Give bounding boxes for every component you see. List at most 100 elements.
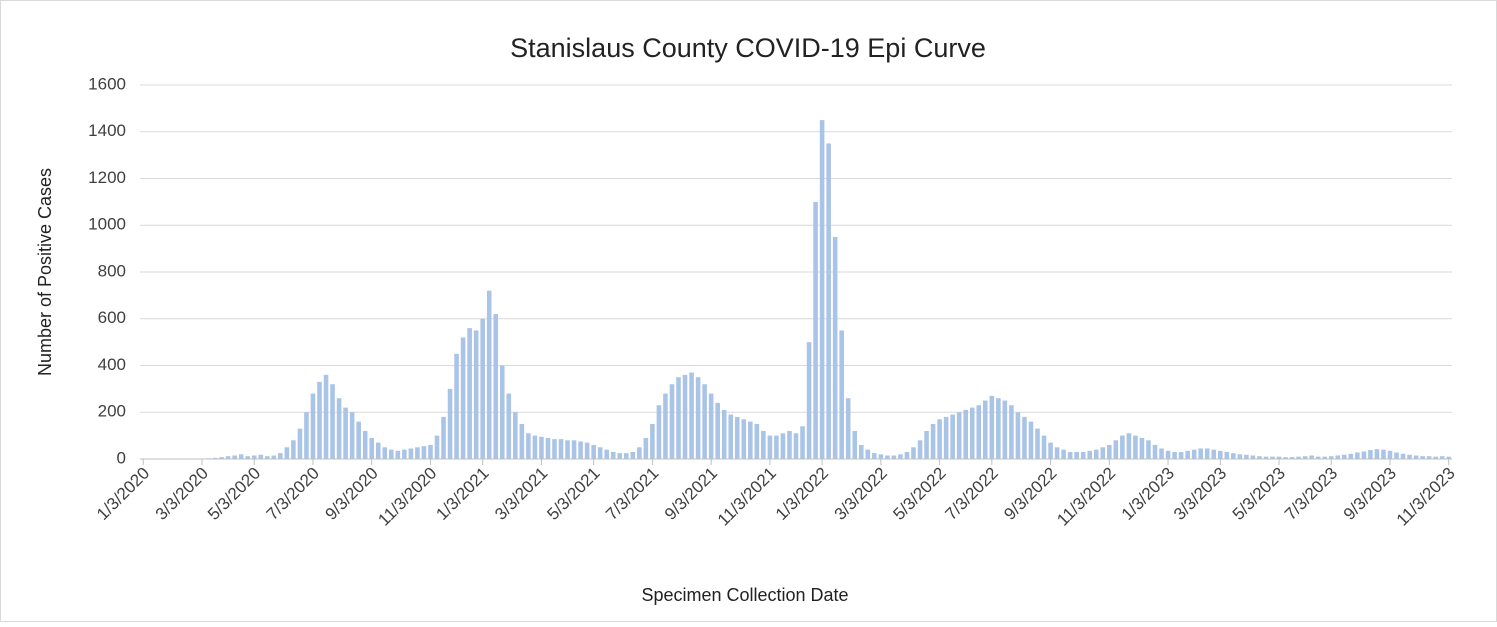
bar — [402, 450, 407, 459]
bar — [232, 455, 237, 459]
bar — [872, 453, 877, 459]
bar — [311, 394, 316, 459]
y-tick-label: 600 — [98, 308, 126, 327]
bar — [330, 384, 335, 459]
bar — [1381, 450, 1386, 459]
bar — [826, 143, 831, 459]
bar — [507, 394, 512, 459]
bar — [1172, 452, 1177, 459]
bar — [650, 424, 655, 459]
bar — [748, 422, 753, 459]
bar — [1414, 455, 1419, 459]
bar — [1087, 451, 1092, 459]
bar — [585, 443, 590, 459]
chart-title: Stanislaus County COVID-19 Epi Curve — [510, 33, 986, 63]
bar — [1153, 445, 1158, 459]
y-tick-label: 1400 — [88, 121, 126, 140]
bar — [363, 431, 368, 459]
bar — [1035, 429, 1040, 459]
bar — [480, 319, 485, 459]
bar — [356, 422, 361, 459]
bar — [343, 408, 348, 459]
bar — [1388, 451, 1393, 459]
bar — [1251, 455, 1256, 459]
bar — [298, 429, 303, 459]
bar — [774, 436, 779, 459]
bar — [1048, 443, 1053, 459]
bar — [1368, 450, 1373, 459]
bar — [389, 450, 394, 459]
bar — [324, 375, 329, 459]
bar — [931, 424, 936, 459]
bar — [285, 447, 290, 459]
bar — [709, 394, 714, 459]
bar — [1375, 449, 1380, 459]
bar — [970, 408, 975, 459]
bar — [787, 431, 792, 459]
bar — [1211, 450, 1216, 459]
bar — [1231, 453, 1236, 459]
bar — [278, 453, 283, 459]
bar — [591, 445, 596, 459]
y-tick-label: 0 — [117, 448, 126, 467]
bar — [1133, 436, 1138, 459]
bar — [559, 439, 564, 459]
bar — [533, 436, 538, 459]
bar — [1029, 422, 1034, 459]
bar — [1342, 455, 1347, 459]
bar — [1003, 401, 1008, 459]
bar — [500, 366, 505, 460]
bar — [258, 455, 263, 459]
bar — [1055, 447, 1060, 459]
bar — [578, 441, 583, 459]
bar — [611, 452, 616, 459]
y-tick-label: 1200 — [88, 168, 126, 187]
bar — [598, 447, 603, 459]
bar — [898, 454, 903, 459]
bar — [1218, 451, 1223, 459]
bar — [702, 384, 707, 459]
bar — [976, 405, 981, 459]
bar — [604, 450, 609, 459]
bar — [833, 237, 838, 459]
bar — [1120, 436, 1125, 459]
bar — [924, 431, 929, 459]
bar — [291, 440, 296, 459]
bar — [1238, 454, 1243, 459]
bar — [905, 452, 910, 459]
bar — [624, 453, 629, 459]
bar — [441, 417, 446, 459]
bar — [1198, 448, 1203, 459]
bar — [1146, 440, 1151, 459]
bar — [794, 433, 799, 459]
bar — [487, 291, 492, 459]
bar — [996, 398, 1001, 459]
bar — [963, 410, 968, 459]
bar — [670, 384, 675, 459]
bar — [350, 412, 355, 459]
bar — [1107, 445, 1112, 459]
bar — [1225, 452, 1230, 459]
bar — [755, 424, 760, 459]
bar — [1114, 440, 1119, 459]
bar — [552, 439, 557, 459]
bar — [1022, 417, 1027, 459]
bar — [461, 337, 466, 459]
bar — [957, 412, 962, 459]
bar — [493, 314, 498, 459]
y-tick-label: 1000 — [88, 215, 126, 234]
y-tick-label: 400 — [98, 355, 126, 374]
bar — [1401, 454, 1406, 459]
bar — [813, 202, 818, 459]
bar — [637, 447, 642, 459]
x-axis-label: Specimen Collection Date — [641, 585, 848, 605]
bar — [467, 328, 472, 459]
bar — [866, 450, 871, 459]
bar — [520, 424, 525, 459]
bar — [513, 412, 518, 459]
y-tick-label: 200 — [98, 402, 126, 421]
bar — [696, 377, 701, 459]
bar — [950, 415, 955, 459]
bar — [1355, 452, 1360, 459]
